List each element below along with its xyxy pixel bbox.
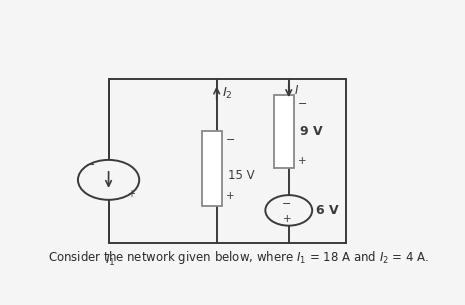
Text: +: + <box>226 191 234 201</box>
Text: $\mathit{I}_1$: $\mathit{I}_1$ <box>105 253 116 268</box>
Circle shape <box>78 160 139 200</box>
Bar <box>274 95 294 168</box>
Circle shape <box>266 195 312 226</box>
Text: 15 V: 15 V <box>227 169 254 182</box>
Bar <box>202 131 222 206</box>
Text: Consider the network given below, where $\mathit{I}_1$ = 18 A and $\mathit{I}_2$: Consider the network given below, where … <box>48 249 429 266</box>
Text: −: − <box>86 160 95 170</box>
Text: −: − <box>226 135 235 145</box>
Text: −: − <box>298 99 307 109</box>
Text: $\mathit{I}_2$: $\mathit{I}_2$ <box>222 85 233 101</box>
Text: −: − <box>282 199 292 209</box>
Text: $\mathit{I}$: $\mathit{I}$ <box>294 84 299 97</box>
Text: +: + <box>298 156 306 166</box>
Text: +: + <box>126 189 135 199</box>
Text: 9 V: 9 V <box>299 125 322 138</box>
Text: 6 V: 6 V <box>316 204 339 217</box>
Text: +: + <box>283 214 291 224</box>
